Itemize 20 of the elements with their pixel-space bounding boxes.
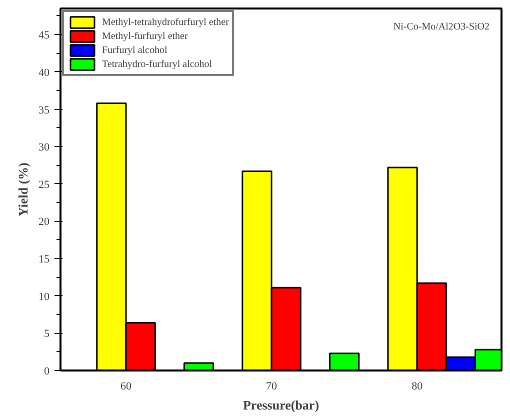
y-tick-label: 10 xyxy=(38,290,50,303)
y-tick-label: 20 xyxy=(38,216,50,228)
y-tick-label: 25 xyxy=(38,178,50,191)
y-tick-label: 15 xyxy=(38,254,50,266)
x-tick-label: 60 xyxy=(120,380,132,392)
x-tick-label: 80 xyxy=(412,380,424,392)
y-tick-label: 45 xyxy=(38,30,50,42)
x-axis-title: Pressure(bar) xyxy=(242,398,320,412)
y-tick-label: 40 xyxy=(38,66,50,79)
x-tick-label: 70 xyxy=(266,380,278,392)
y-tick-label: 30 xyxy=(38,142,50,154)
y-tick-label: 35 xyxy=(38,104,50,116)
y-tick-label: 0 xyxy=(44,366,50,378)
annotation: Ni-Co-Mo/Al2O3-SiO2 xyxy=(393,22,490,32)
legend-label: Tetrahydro-furfuryl alcohol xyxy=(102,58,212,71)
y-tick-label: 5 xyxy=(44,328,50,340)
legend-label: Methyl-furfuryl ether xyxy=(102,30,188,43)
legend-label: Methyl-tetrahydrofurfuryl ether xyxy=(102,16,229,29)
legend-label: Furfuryl alcohol xyxy=(102,44,168,57)
y-axis-title: Yield (%) xyxy=(16,162,30,217)
